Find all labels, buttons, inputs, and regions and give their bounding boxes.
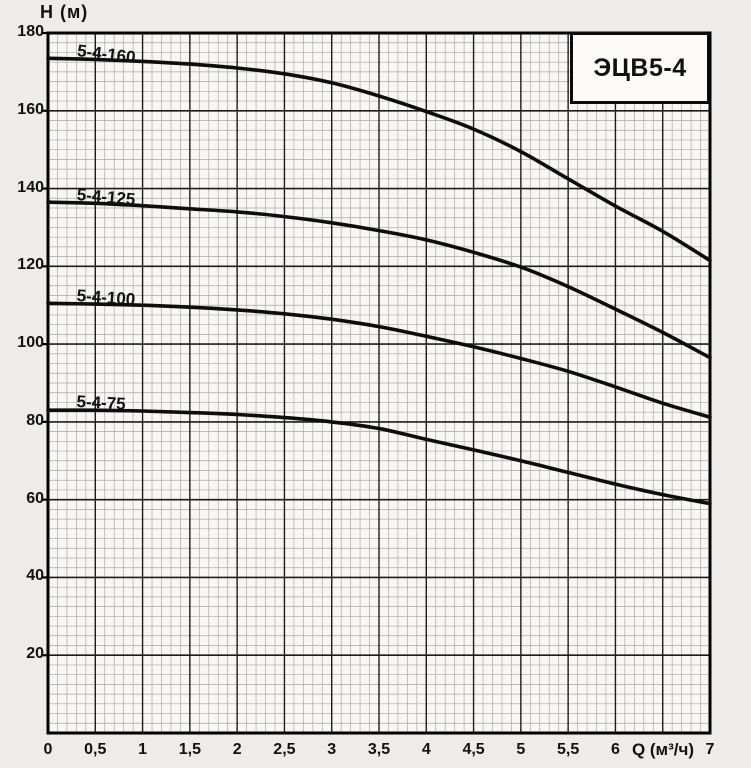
x-tick-label-1: 1 — [138, 741, 148, 758]
x-axis-title: Q (м³/ч) — [631, 740, 695, 759]
y-tick-label-180: 180 — [17, 23, 44, 40]
x-tick-label-4,5: 4,5 — [462, 741, 485, 758]
y-tick-label-140: 140 — [17, 178, 44, 196]
pump-model-title-box: ЭЦВ5-4 — [570, 32, 710, 104]
y-tick-label-100: 100 — [17, 334, 44, 352]
x-tick-label-2: 2 — [232, 741, 242, 758]
x-tick-label-3: 3 — [327, 741, 337, 758]
x-tick-label-5: 5 — [516, 741, 526, 758]
x-tick-label-4: 4 — [421, 741, 431, 758]
curve-label-5-4-75: 5-4-75 — [76, 392, 127, 414]
x-tick-label-2,5: 2,5 — [273, 741, 296, 758]
plot-frame — [46, 31, 712, 735]
x-tick-label-0,5: 0,5 — [84, 741, 107, 758]
pump-curve-5-4-75 — [46, 408, 712, 506]
y-tick-label-120: 120 — [17, 256, 44, 274]
y-tick-label-40: 40 — [26, 567, 44, 585]
y-tick-label-60: 60 — [26, 489, 44, 507]
curve-label-5-4-100: 5-4-100 — [76, 286, 137, 310]
y-tick-label-160: 160 — [17, 100, 44, 118]
x-tick-label-3,5: 3,5 — [367, 741, 391, 758]
y-tick-label-20: 20 — [26, 645, 44, 663]
pump-curve-5-4-125 — [46, 200, 712, 360]
x-tick-label-5,5: 5,5 — [557, 741, 580, 758]
y-axis-title: H (м) — [40, 2, 89, 22]
x-tick-label-7: 7 — [705, 741, 715, 758]
pump-curve-5-4-160 — [46, 56, 712, 263]
pump-curve-5-4-100 — [46, 301, 712, 419]
pump-model-label: ЭЦВ5-4 — [593, 53, 687, 82]
x-tick-label-6: 6 — [610, 741, 620, 758]
y-tick-label-80: 80 — [26, 411, 44, 429]
x-tick-label-1,5: 1,5 — [178, 741, 201, 758]
x-tick-label-0: 0 — [43, 741, 53, 758]
